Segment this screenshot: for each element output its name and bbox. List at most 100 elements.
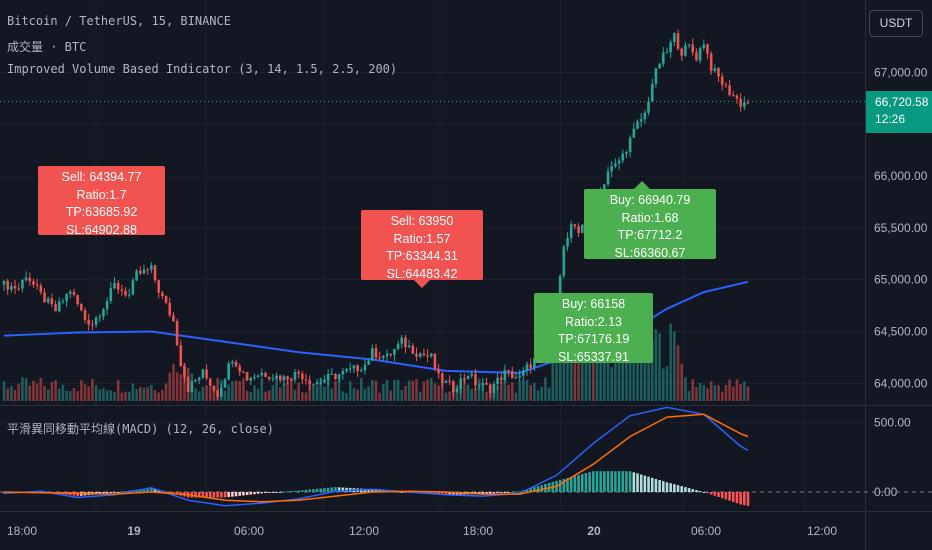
candle-body [374,348,378,358]
candle-body [32,281,35,285]
volume-bar [466,384,470,401]
volume-bar [289,377,293,401]
candle-body [606,171,610,185]
currency-button[interactable]: USDT [869,10,923,37]
symbol-legend[interactable]: Bitcoin / TetherUS, 15, BINANCE [7,14,231,28]
macd-histogram-bar [592,471,595,492]
macd-histogram-bar [326,487,330,492]
signal-tp-text: TP:63685.92 [65,205,138,219]
volume-bar [481,384,485,401]
candle-body [673,33,676,43]
volume-bar [238,380,242,401]
volume-bar [334,380,337,401]
volume-bar [286,381,289,401]
candle-body [466,375,470,379]
buy-signal-label-2[interactable]: Buy: 66158 Ratio:2.13 TP:67176.19 SL:653… [534,293,653,364]
volume-bar [540,386,544,401]
volume-bar [120,392,124,401]
candle-body [687,44,691,46]
macd-histogram-bar [293,490,297,492]
macd-histogram-bar [312,489,315,492]
macd-histogram-bar [282,491,286,493]
volume-bar [65,390,68,401]
macd-histogram-bar [374,489,378,492]
macd-histogram-bar [124,491,127,493]
macd-histogram-bar [577,475,580,492]
macd-histogram-bar [743,491,746,506]
candle-body [566,238,569,247]
macd-legend[interactable]: 平滑異同移動平均線(MACD) (12, 26, close) [7,422,274,436]
volume-bar [728,379,731,401]
volume-bar [503,381,507,401]
macd-histogram-bar [562,478,566,492]
candle-body [625,152,628,154]
time-tick-label: 12:00 [349,524,379,538]
candle-body [109,288,113,302]
macd-histogram-bar [488,491,492,494]
time-axis-labels: 18:00 19 06:00 12:00 18:00 20 06:00 12:00 [7,524,837,538]
indicator-legend[interactable]: Improved Volume Based Indicator (3, 14, … [7,62,398,76]
candle-body [603,184,606,192]
macd-histogram-bar [249,491,253,495]
volume-bar [510,382,514,401]
candle-body [429,353,433,357]
macd-histogram-bar [452,491,455,495]
candle-body [610,166,614,172]
candle-body [220,387,223,397]
candle-body [632,128,636,138]
volume-bar [378,392,381,401]
last-price-tag: 66,720.58 12:26 [866,91,932,133]
candle-body [418,353,422,357]
candle-body [76,294,79,305]
candle-body [135,270,138,281]
volume-bar [161,389,164,401]
volume-bar [529,385,532,401]
macd-histogram-bar [142,488,146,492]
volume-bar [135,389,138,401]
volume-bar [35,383,39,401]
macd-histogram-bar [481,491,485,495]
volume-bar [267,390,271,401]
candle-body [6,280,9,290]
volume-bar [437,385,440,401]
candle-body [746,102,750,104]
candle-body [367,360,370,365]
volume-bar [584,350,588,401]
volume-bar [551,336,555,401]
volume-legend[interactable]: 成交量 · BTC [7,40,87,54]
sell-signal-label-2[interactable]: Sell: 63950 Ratio:1.57 TP:63344.31 SL:64… [361,210,483,288]
candle-body [124,290,127,296]
volume-bar [57,388,61,401]
candle-body [194,380,197,382]
candle-body [437,368,440,374]
volume-bar [39,378,43,401]
macd-histogram-bar [514,491,518,493]
candle-body [35,284,39,286]
volume-bar [293,389,297,401]
candle-body [739,98,742,107]
macd-histogram-bar [724,491,728,500]
candle-body [518,375,521,378]
macd-histogram-bar [628,471,632,492]
candle-body [271,378,275,380]
volume-bar [80,380,83,401]
candle-body [179,345,183,367]
candle-body [614,163,617,167]
volume-bar [580,362,584,401]
candle-body [304,379,308,381]
sell-signal-label-1[interactable]: Sell: 64394.77 Ratio:1.7 TP:63685.92 SL:… [38,166,165,237]
macd-histogram-bar [275,491,278,493]
candle-body [385,353,389,357]
volume-bar [687,391,691,401]
macd-histogram-bar [330,487,334,492]
volume-bar [441,378,444,401]
volume-bar [522,379,525,401]
candle-body [441,373,444,383]
buy-signal-label-1[interactable]: Buy: 66940.79 Ratio:1.68 TP:67712.2 SL:6… [584,181,716,260]
volume-bar [234,380,238,401]
macd-histogram-bar [341,487,345,492]
candle-body [87,319,91,325]
volume-bar [695,387,698,401]
macd-histogram-bar [731,491,735,502]
macd-histogram-bar [278,491,282,493]
